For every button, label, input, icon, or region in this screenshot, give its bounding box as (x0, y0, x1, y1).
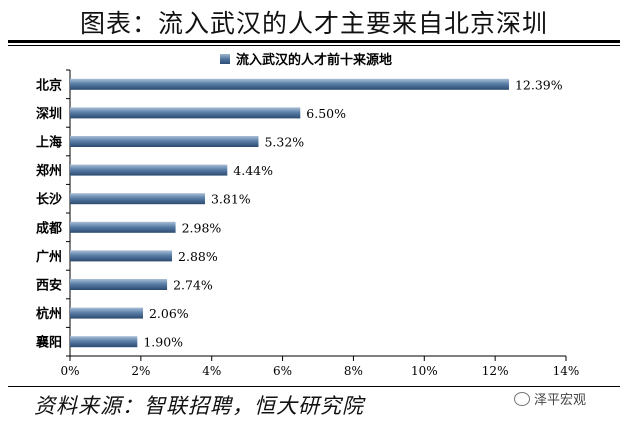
data-label: 2.74% (173, 278, 213, 293)
bar (70, 193, 205, 205)
x-tick-label: 2% (131, 364, 150, 378)
category-label: 长沙 (36, 192, 62, 208)
x-tick-label: 4% (202, 364, 221, 378)
title-rule (8, 40, 620, 43)
watermark: 泽平宏观 (514, 389, 586, 408)
data-label: 6.50% (306, 106, 346, 121)
x-tick-label: 6% (273, 364, 292, 378)
bar (70, 336, 138, 348)
category-label: 广州 (36, 249, 62, 265)
data-label: 2.88% (178, 249, 218, 264)
x-tick-label: 0% (60, 364, 79, 378)
source-note: 资料来源：智联招聘，恒大研究院 (34, 394, 364, 418)
bar (70, 279, 168, 290)
bar (70, 307, 143, 319)
category-label: 北京 (36, 77, 62, 93)
x-tick-label: 12% (482, 364, 509, 378)
legend: 流入武汉的人才前十来源地 (220, 49, 392, 68)
bar (70, 250, 173, 262)
watermark-text: 泽平宏观 (534, 393, 587, 408)
source-rule (8, 386, 620, 387)
data-label: 2.06% (149, 306, 189, 321)
page-title: 图表：流入武汉的人才主要来自北京深圳 (79, 9, 548, 38)
data-label: 5.32% (264, 135, 304, 150)
bar (70, 78, 509, 90)
wechat-icon (514, 391, 530, 406)
bar (70, 136, 259, 147)
category-label: 郑州 (36, 163, 62, 179)
category-label: 成都 (36, 220, 62, 236)
category-label: 襄阳 (35, 335, 62, 351)
category-label: 杭州 (36, 306, 62, 322)
data-label: 12.39% (515, 77, 563, 92)
category-label: 深圳 (36, 106, 62, 122)
bar (70, 221, 176, 233)
legend-label: 流入武汉的人才前十来源地 (236, 53, 393, 68)
x-tick-label: 8% (344, 364, 363, 378)
bar (70, 164, 228, 176)
category-label: 西安 (36, 278, 62, 294)
category-label: 上海 (36, 135, 62, 151)
title-rule-thin (8, 45, 620, 46)
x-tick-label: 14% (553, 364, 580, 378)
data-label: 3.81% (211, 192, 251, 207)
data-label: 4.44% (233, 163, 273, 178)
bar (70, 107, 301, 119)
x-tick-label: 10% (411, 364, 438, 378)
legend-swatch (220, 53, 230, 64)
data-label: 1.90% (143, 335, 183, 350)
data-label: 2.98% (182, 220, 222, 235)
